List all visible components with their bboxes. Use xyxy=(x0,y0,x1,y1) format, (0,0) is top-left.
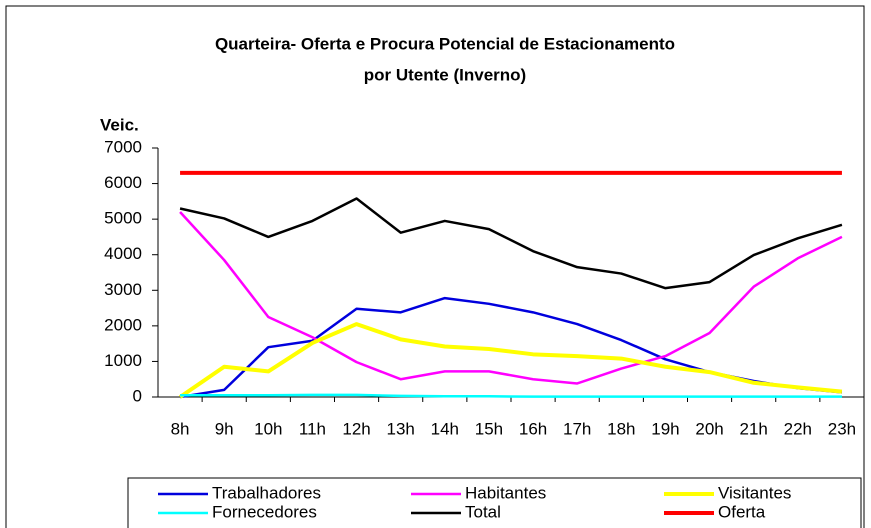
y-tick-label: 4000 xyxy=(104,244,142,263)
series-line xyxy=(178,322,843,399)
y-tick-label: 3000 xyxy=(104,280,142,299)
y-tick-label: 1000 xyxy=(104,351,142,370)
legend xyxy=(127,477,862,528)
x-tick-label: 12h xyxy=(342,419,370,438)
series-line xyxy=(179,197,843,290)
x-tick-label: 10h xyxy=(254,419,282,438)
x-tick-label: 13h xyxy=(387,419,415,438)
chart-frame xyxy=(5,5,865,528)
y-tick-label: 0 xyxy=(133,386,142,405)
y-axis-label: Veic. xyxy=(100,115,139,134)
x-tick-label: 14h xyxy=(431,419,459,438)
x-tick-label: 8h xyxy=(171,419,190,438)
x-tick-label: 17h xyxy=(563,419,591,438)
x-tick-label: 18h xyxy=(607,419,635,438)
x-tick-label: 22h xyxy=(784,419,812,438)
legend-label: Fornecedores xyxy=(212,502,317,521)
series-line xyxy=(179,211,843,385)
x-tick-label: 15h xyxy=(475,419,503,438)
chart-subtitle: por Utente (Inverno) xyxy=(364,65,526,84)
legend-label: Habitantes xyxy=(465,483,546,502)
y-tick-label: 6000 xyxy=(104,173,142,192)
x-tick-label: 23h xyxy=(828,419,856,438)
legend-label: Trabalhadores xyxy=(212,483,321,502)
x-tick-label: 9h xyxy=(215,419,234,438)
x-tick-label: 20h xyxy=(695,419,723,438)
x-tick-label: 11h xyxy=(299,419,326,438)
x-tick-label: 21h xyxy=(740,419,768,438)
x-tick-label: 16h xyxy=(519,419,547,438)
legend-label: Oferta xyxy=(718,502,766,521)
chart-title: Quarteira- Oferta e Procura Potencial de… xyxy=(215,34,675,53)
y-tick-label: 2000 xyxy=(104,315,142,334)
legend-label: Visitantes xyxy=(718,483,791,502)
series-line xyxy=(180,393,842,398)
x-tick-label: 19h xyxy=(651,419,679,438)
legend-label: Total xyxy=(465,502,501,521)
y-tick-label: 7000 xyxy=(104,137,142,156)
y-tick-label: 5000 xyxy=(104,209,142,228)
